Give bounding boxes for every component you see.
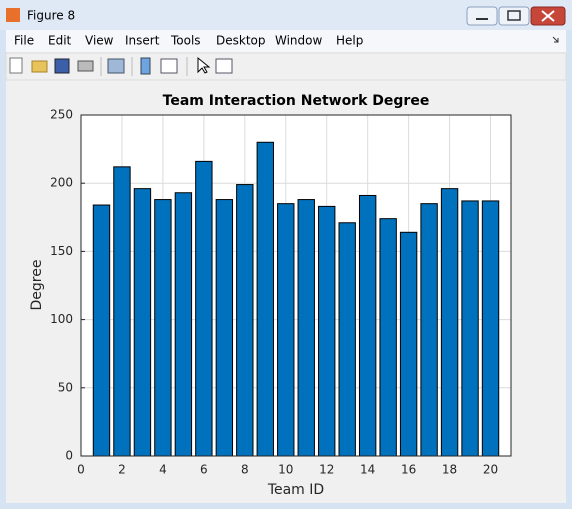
toolbar-icons xyxy=(9,56,233,76)
save-icon[interactable] xyxy=(54,58,70,74)
menu-bar xyxy=(6,30,566,52)
x-tick-label: 18 xyxy=(442,463,457,477)
bar xyxy=(154,199,172,457)
x-tick-label: 4 xyxy=(159,463,167,477)
x-tick-label: 10 xyxy=(278,463,293,477)
bar xyxy=(440,188,459,457)
y-axis-label: Degree xyxy=(29,260,45,311)
colorbar-icon[interactable] xyxy=(140,57,151,75)
bar xyxy=(358,194,377,457)
menu-item[interactable]: Window xyxy=(275,34,323,48)
bar xyxy=(92,204,111,457)
menu-items: File Edit View Insert Tools Desktop Window Help xyxy=(14,34,363,48)
y-tick-label: 100 xyxy=(50,312,73,326)
bar xyxy=(113,166,131,457)
bar xyxy=(481,200,500,457)
bar xyxy=(297,199,315,457)
x-tick-label: 6 xyxy=(200,463,208,477)
toolbar xyxy=(5,52,567,81)
link-icon[interactable] xyxy=(107,58,125,74)
menu-item[interactable]: File xyxy=(14,34,34,48)
edit-icon[interactable] xyxy=(197,56,211,74)
legend-icon[interactable] xyxy=(160,58,178,74)
property-icon[interactable] xyxy=(215,58,233,74)
menu-item[interactable]: Tools xyxy=(170,34,201,48)
x-tick-label: 2 xyxy=(118,463,126,477)
x-axis-label: Team ID xyxy=(267,482,324,498)
bar xyxy=(195,160,213,457)
y-tick-label: 200 xyxy=(50,176,73,190)
chart-title: Team Interaction Network Degree xyxy=(163,93,430,109)
x-tick-label: 16 xyxy=(401,463,416,477)
menu-dock-arrow[interactable] xyxy=(552,36,559,43)
bar xyxy=(399,231,418,457)
bar xyxy=(277,203,295,457)
y-tick-label: 150 xyxy=(50,244,73,258)
y-tick-label: 50 xyxy=(58,380,73,394)
axes-box xyxy=(80,114,512,457)
bar xyxy=(215,199,234,457)
bar xyxy=(461,200,479,457)
x-tick-label: 14 xyxy=(360,463,375,477)
x-tick-label: 20 xyxy=(483,463,498,477)
bar xyxy=(133,188,152,457)
x-tick-label: 12 xyxy=(319,463,334,477)
bar xyxy=(236,184,254,457)
menu-item[interactable]: View xyxy=(85,34,114,48)
bar xyxy=(379,218,397,457)
plot-area xyxy=(81,115,511,456)
maximize-icon xyxy=(507,10,521,21)
bar xyxy=(420,203,438,457)
bar xyxy=(256,141,274,457)
bar xyxy=(174,192,193,457)
bar xyxy=(338,222,356,457)
x-tick-label: 0 xyxy=(77,463,85,477)
app-icon xyxy=(6,8,20,22)
bar xyxy=(318,205,336,457)
y-tick-label: 250 xyxy=(50,108,73,122)
new-icon[interactable] xyxy=(9,57,23,74)
menu-item[interactable]: Desktop xyxy=(216,34,266,48)
window-title: Figure 8 xyxy=(27,9,75,23)
open-icon[interactable] xyxy=(31,60,48,73)
print-icon[interactable] xyxy=(77,60,94,72)
menu-item[interactable]: Help xyxy=(336,34,363,48)
minimize-button[interactable] xyxy=(466,6,498,26)
close-icon xyxy=(541,10,555,22)
maximize-button[interactable] xyxy=(498,6,530,26)
menu-item[interactable]: Edit xyxy=(48,34,72,48)
y-tick-label: 0 xyxy=(65,449,73,463)
x-tick-label: 8 xyxy=(241,463,249,477)
menu-item[interactable]: Insert xyxy=(125,34,160,48)
